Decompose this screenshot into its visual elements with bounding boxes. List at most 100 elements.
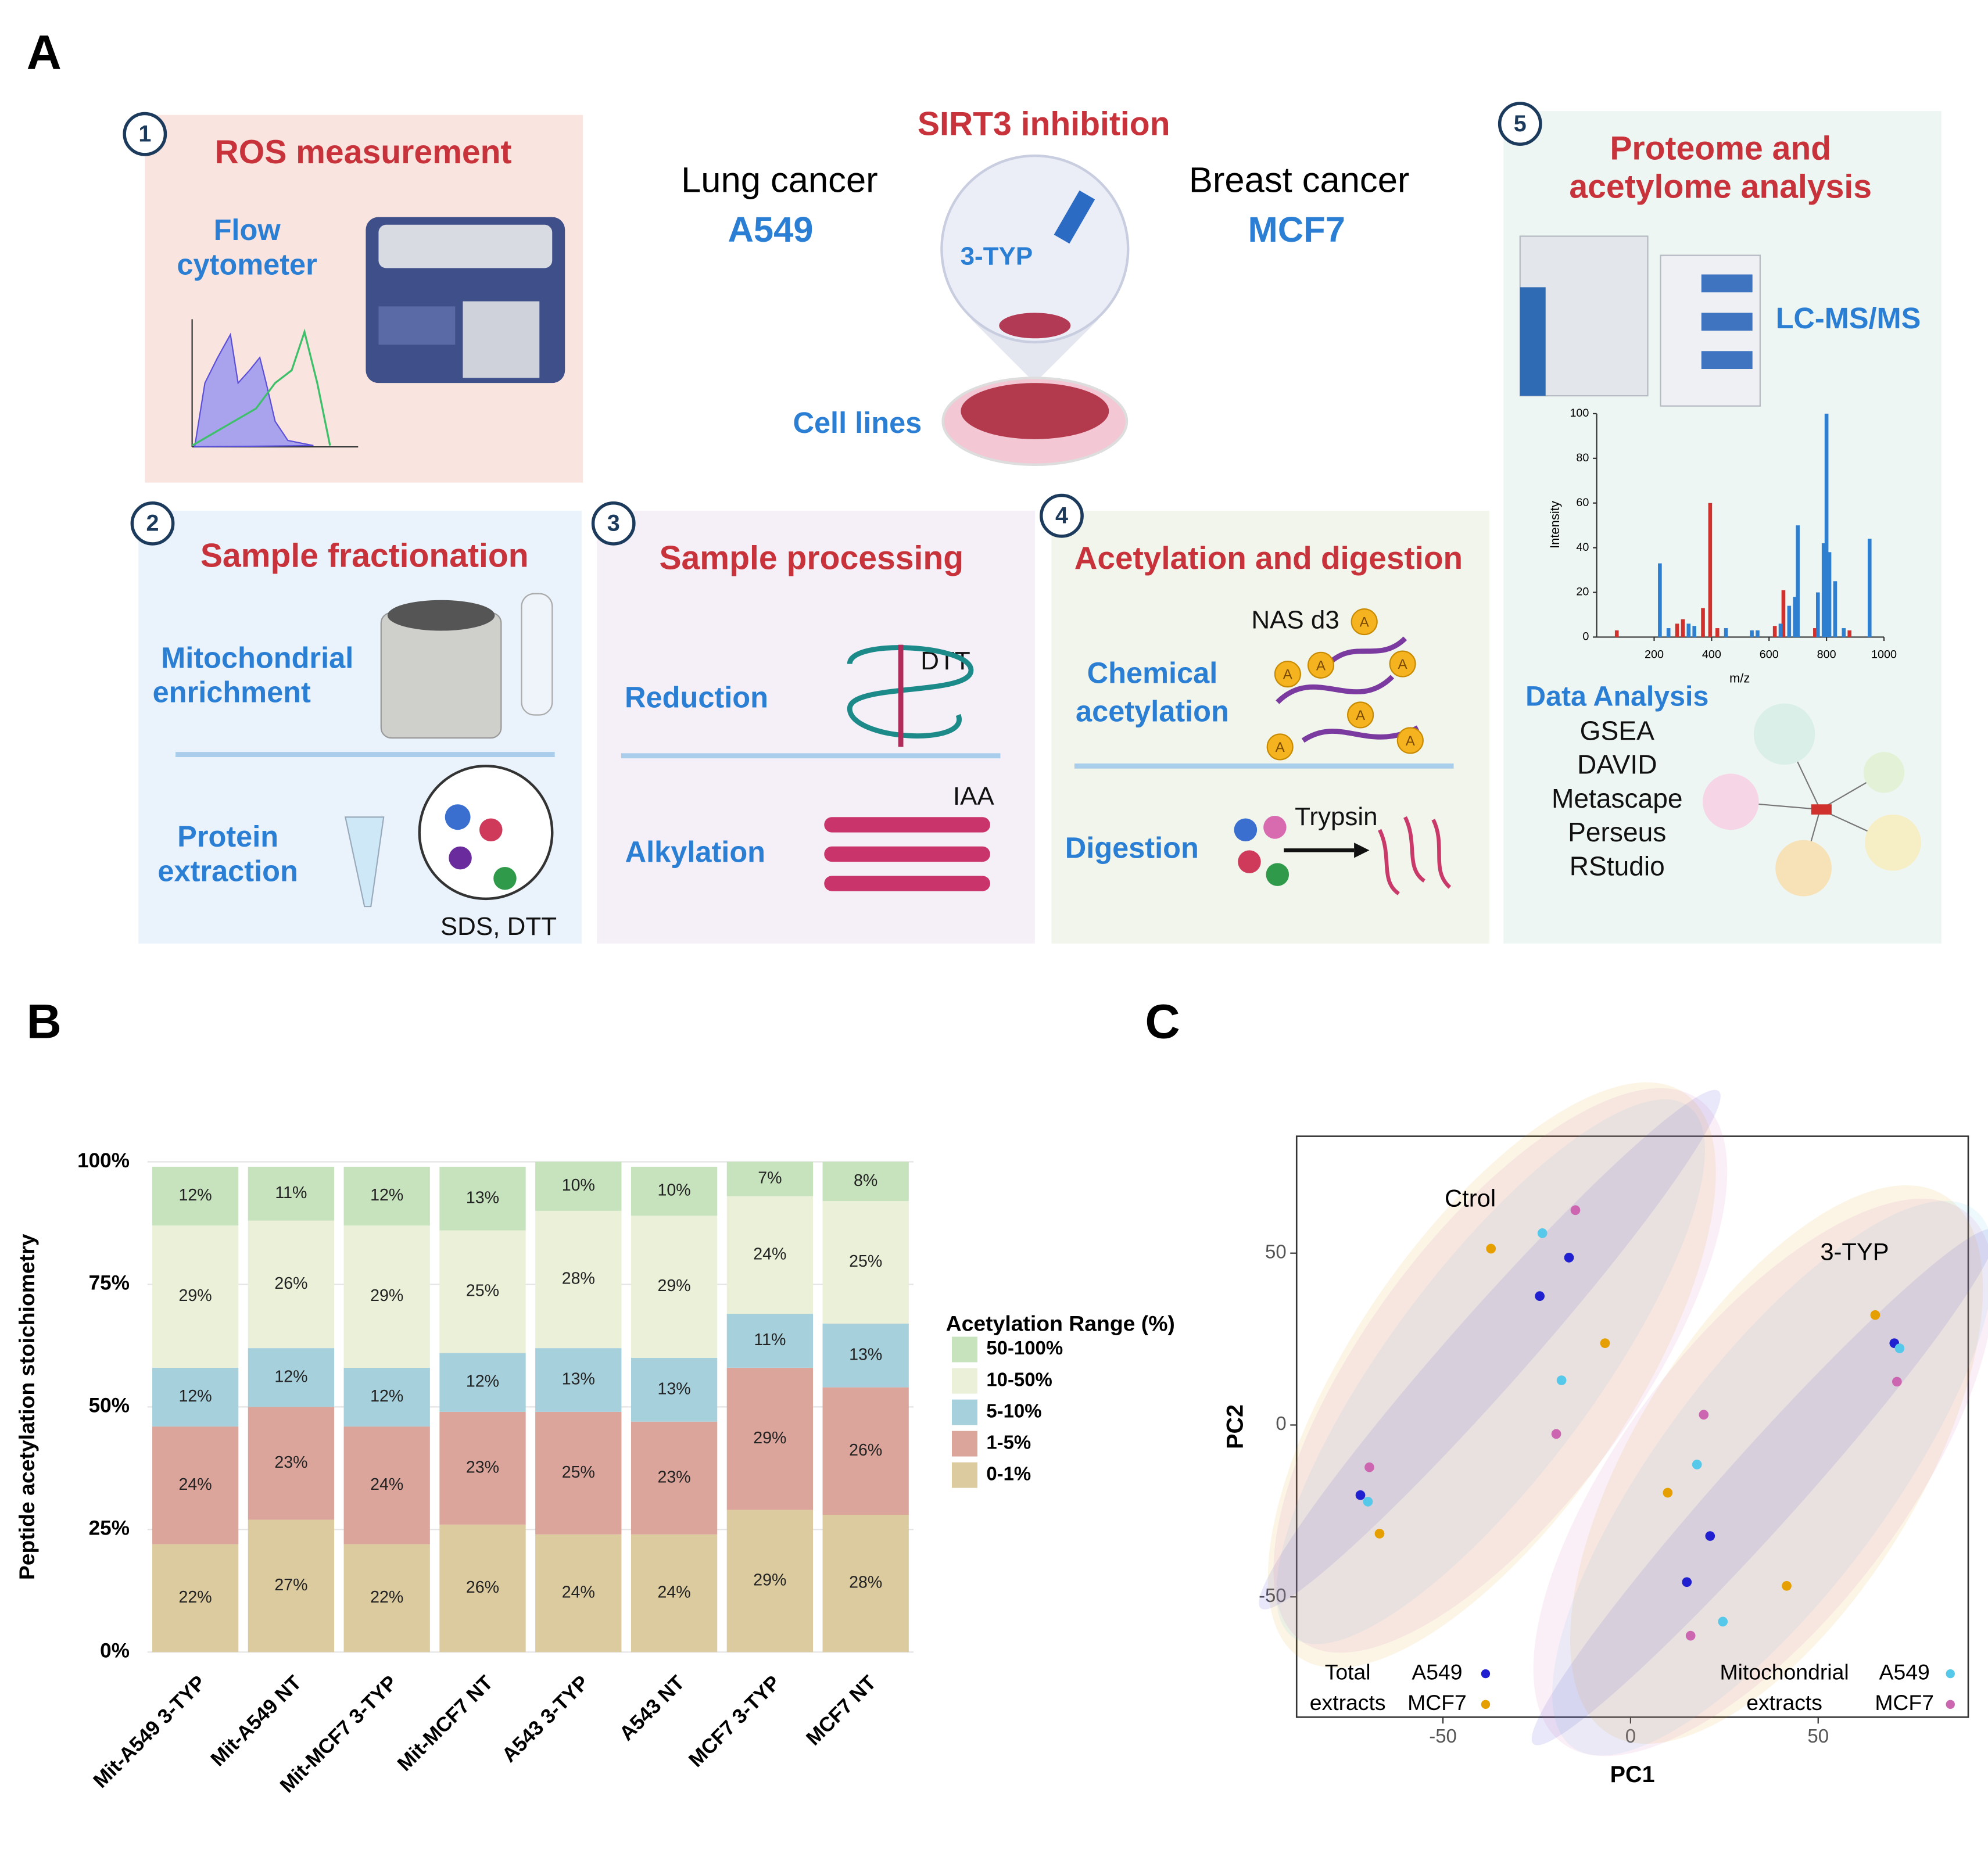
step-label: Flow — [214, 213, 281, 246]
legend-label: 1-5% — [986, 1431, 1031, 1453]
peak — [1842, 628, 1846, 637]
reagent: Trypsin — [1295, 802, 1377, 831]
peak — [1715, 628, 1720, 637]
center-title: SIRT3 inhibition — [918, 106, 1170, 143]
value-label: 10% — [658, 1181, 691, 1200]
value-label: 8% — [854, 1171, 877, 1190]
value-label: 13% — [466, 1188, 499, 1207]
y-tick-label: 0 — [1582, 630, 1589, 643]
cell-type: Lung cancer — [681, 160, 878, 200]
bar-segment — [343, 1426, 430, 1544]
fractionation-illustration — [344, 593, 554, 908]
confidence-ellipse — [1552, 1200, 1988, 1756]
tool: RStudio — [1570, 851, 1665, 881]
peak — [1778, 623, 1783, 637]
x-tick-label: A543 NT — [615, 1671, 689, 1745]
point — [1685, 1630, 1696, 1641]
cells — [999, 313, 1071, 339]
value-label: 10% — [562, 1176, 595, 1195]
acetyl-mark: A — [1356, 708, 1366, 723]
confidence-ellipse — [1531, 1229, 1988, 1745]
bar-segment — [822, 1201, 909, 1324]
acetylation-illustration — [1234, 636, 1452, 895]
bar-segment — [726, 1314, 814, 1368]
point — [1894, 1343, 1905, 1353]
y-axis-label: Intensity — [1548, 501, 1562, 549]
x-tick-label: 800 — [1817, 648, 1836, 661]
y-tick-label: 0 — [1276, 1413, 1286, 1434]
protein — [493, 866, 517, 890]
peak — [1750, 630, 1754, 637]
value-label: 22% — [370, 1588, 403, 1607]
treatment-illustration — [940, 154, 1130, 466]
bar-segment — [439, 1411, 526, 1525]
value-label: 28% — [562, 1270, 595, 1288]
point — [1692, 1460, 1702, 1469]
step-label: enrichment — [153, 676, 311, 709]
x-tick-label: MCF7 3-TYP — [685, 1671, 785, 1772]
tool: GSEA — [1580, 715, 1654, 745]
step-number: 4 — [1055, 503, 1068, 528]
peak — [1692, 626, 1696, 637]
acetyl-mark: A — [1316, 658, 1326, 673]
x-tick-label: 1000 — [1871, 648, 1897, 661]
point — [1892, 1377, 1902, 1387]
protein-illustration — [824, 644, 990, 891]
legend-marker — [1481, 1669, 1491, 1679]
bar-segment — [631, 1421, 718, 1535]
peak — [1756, 630, 1760, 637]
protein — [1263, 816, 1287, 839]
x-tick-label: 0 — [1625, 1725, 1636, 1747]
value-label: 29% — [658, 1277, 691, 1295]
step-box — [597, 510, 1035, 944]
bar-segment — [631, 1534, 718, 1652]
bar-segment — [822, 1387, 909, 1515]
bar-segment — [726, 1367, 814, 1510]
cluster — [1865, 814, 1921, 871]
protein — [479, 818, 503, 841]
confidence-ellipse — [1533, 1198, 1988, 1757]
step-numbers: 1 2 3 4 5 — [123, 102, 1542, 546]
x-tick-label: A543 3-TYP — [497, 1671, 593, 1766]
bar-segment — [631, 1358, 718, 1422]
value-label: 12% — [466, 1372, 499, 1391]
peak — [1614, 630, 1619, 637]
step-title: Proteome and — [1610, 130, 1831, 167]
confidence-ellipse — [1259, 1089, 1721, 1610]
protein — [445, 804, 471, 830]
peak — [1813, 628, 1817, 637]
protein — [1238, 850, 1261, 873]
bead-chain — [824, 817, 990, 891]
step-label: acetylation — [1076, 695, 1229, 728]
step-number: 5 — [1514, 111, 1527, 137]
bar-segment — [343, 1367, 430, 1427]
value-label: 12% — [274, 1367, 307, 1386]
peak — [1686, 623, 1691, 637]
x-tick-label: 600 — [1760, 648, 1779, 661]
y-tick-label: 50 — [1265, 1241, 1287, 1262]
legend-label: MCF7 — [1875, 1690, 1934, 1715]
value-label: 13% — [658, 1379, 691, 1398]
y-tick-label: 0% — [100, 1640, 130, 1662]
bar-segment — [248, 1166, 335, 1221]
value-label: 26% — [849, 1441, 882, 1460]
value-label: 26% — [466, 1578, 499, 1597]
acetyl-badge — [1274, 661, 1301, 688]
annotation: Ctrol — [1445, 1184, 1496, 1211]
legend-title: extracts — [1746, 1690, 1822, 1715]
bar-segment — [822, 1515, 909, 1652]
legend-label: A549 — [1879, 1659, 1930, 1684]
machine — [1520, 287, 1546, 396]
x-axis-label: m/z — [1729, 671, 1750, 686]
point — [1564, 1253, 1574, 1263]
point — [1870, 1310, 1880, 1320]
value-label: 12% — [179, 1186, 212, 1205]
hub — [1811, 804, 1832, 815]
peak — [1827, 552, 1832, 637]
machine — [378, 306, 456, 345]
value-label: 24% — [658, 1583, 691, 1602]
value-label: 29% — [179, 1286, 212, 1305]
acetyl-badge — [1307, 651, 1335, 679]
peak — [1824, 413, 1829, 637]
